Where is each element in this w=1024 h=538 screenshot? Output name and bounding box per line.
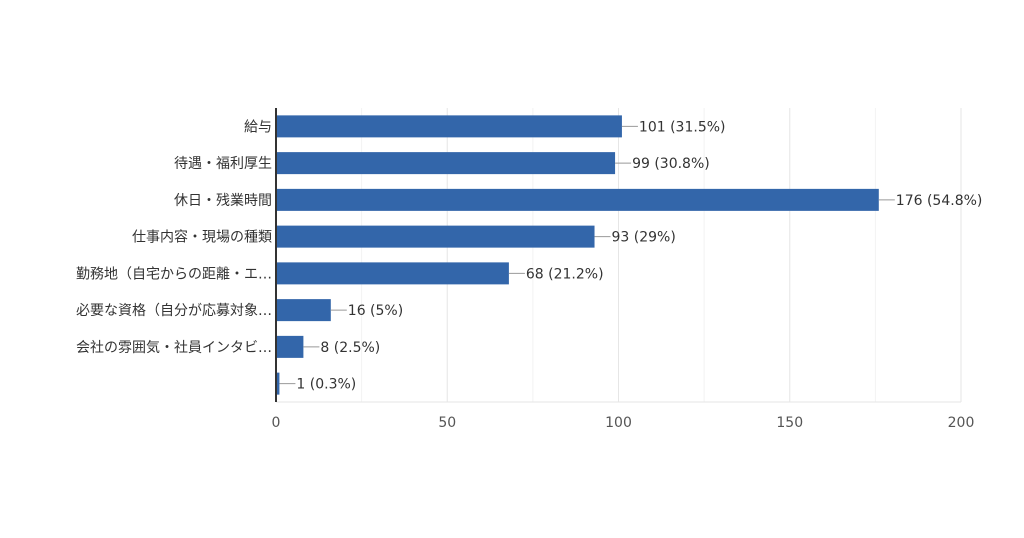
value-label: 99 (30.8%) [632,156,710,172]
bar [276,225,595,248]
bar [276,372,280,395]
grid-lines [276,108,962,403]
bar [276,115,622,138]
x-tick-label: 0 [272,415,281,431]
bar [276,152,616,175]
value-label: 176 (54.8%) [896,193,983,209]
value-label: 8 (2.5%) [320,340,380,356]
category-label: 待遇・福利厚生 [174,156,272,172]
bar [276,335,304,358]
x-tick-label: 50 [438,415,456,431]
value-label: 93 (29%) [612,230,676,246]
value-label: 68 (21.2%) [526,266,604,282]
bar [276,188,879,211]
bars [276,115,879,395]
category-label: 休日・残業時間 [174,193,272,209]
value-label: 16 (5%) [348,303,403,319]
x-tick-label: 200 [948,415,975,431]
bar [276,262,509,285]
x-tick-label: 150 [776,415,803,431]
category-label: 給与 [244,119,272,135]
category-label: 仕事内容・現場の種類 [132,229,272,246]
leader-lines [279,125,895,385]
bar [276,299,331,322]
value-label: 1 (0.3%) [296,377,356,393]
category-label: 必要な資格（自分が応募対象… [76,303,272,319]
labels: 101 (31.5%) 給与 99 (30.8%) 待遇・福利厚生 176 (54.8%… [76,119,982,431]
value-label: 101 (31.5%) [639,119,726,135]
x-tick-label: 100 [605,415,632,431]
category-label: 勤務地（自宅からの距離・エ… [76,265,272,282]
category-label: 会社の雰囲気・社員インタビ… [76,340,272,356]
